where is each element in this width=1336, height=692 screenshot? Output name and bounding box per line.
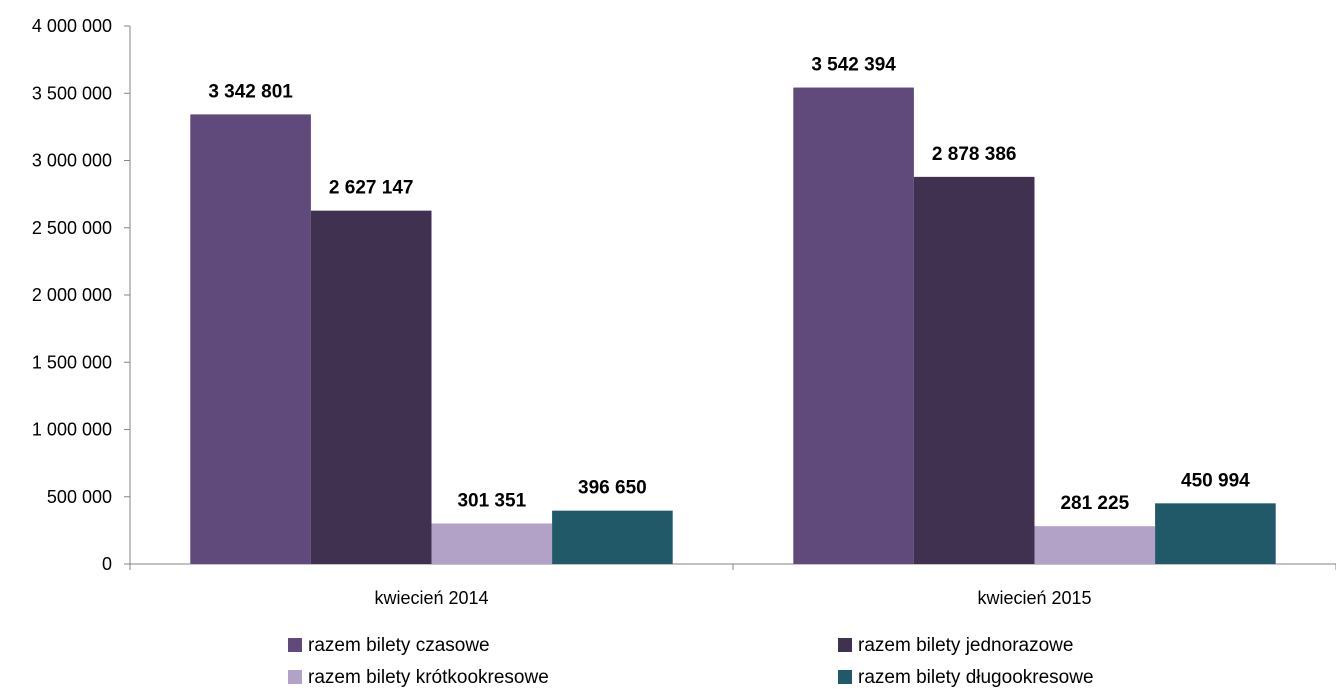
legend-swatch [838, 638, 852, 652]
bar-2-2 [913, 176, 1035, 564]
legend-item: razem bilety długookresowe [838, 667, 1094, 688]
legend-swatch [838, 670, 852, 684]
y-tick-label: 500 000 [47, 487, 112, 507]
y-tick-label: 1 000 000 [32, 420, 112, 440]
legend-label: razem bilety czasowe [308, 635, 490, 656]
y-tick-label: 3 000 000 [32, 151, 112, 171]
data-label: 281 225 [1060, 493, 1129, 514]
legend-label: razem bilety długookresowe [858, 667, 1094, 688]
legend: razem bilety czasowe razem bilety jednora… [288, 635, 1094, 688]
bar-1-1 [190, 114, 311, 565]
data-label: 450 994 [1181, 470, 1250, 491]
x-category-label: kwiecień 2014 [374, 588, 488, 608]
legend-item: razem bilety krótkookresowe [288, 667, 549, 688]
legend-label: razem bilety jednorazowe [858, 635, 1073, 656]
y-tick-label: 1 500 000 [32, 352, 112, 372]
legend-item: razem bilety czasowe [288, 635, 490, 656]
bar-4-2 [1155, 503, 1276, 564]
data-label: 3 342 801 [208, 81, 293, 102]
data-label: 2 878 386 [932, 144, 1017, 165]
data-label: 301 351 [457, 490, 526, 511]
bar-4-1 [552, 510, 673, 564]
y-tick-label: 3 500 000 [32, 83, 112, 103]
bar-2-1 [310, 210, 432, 564]
legend-swatch [288, 638, 302, 652]
legend-item: razem bilety jednorazowe [838, 635, 1073, 656]
y-axis: 0 500 000 1 000 000 1 500 000 2 000 000 2 500… [32, 16, 131, 574]
x-axis: kwiecień 2014 kwiecień 2015 [129, 563, 1336, 608]
y-tick-label: 0 [102, 554, 112, 574]
data-labels-group: 3 342 801 3 542 394 2 627 147 2 878 386 301 … [208, 55, 1250, 515]
data-label: 2 627 147 [329, 178, 414, 199]
bar-3-1 [431, 523, 553, 564]
bar-3-2 [1034, 526, 1156, 564]
data-label: 396 650 [578, 478, 647, 499]
bar-1-2 [793, 87, 914, 564]
y-tick-label: 2 000 000 [32, 285, 112, 305]
y-tick-label: 4 000 000 [32, 16, 112, 36]
legend-label: razem bilety krótkookresowe [308, 667, 549, 688]
y-tick-label: 2 500 000 [32, 218, 112, 238]
bar-series-group [190, 87, 1276, 565]
legend-swatch [288, 670, 302, 684]
x-category-label: kwiecień 2015 [977, 588, 1091, 608]
data-label: 3 542 394 [811, 55, 896, 76]
